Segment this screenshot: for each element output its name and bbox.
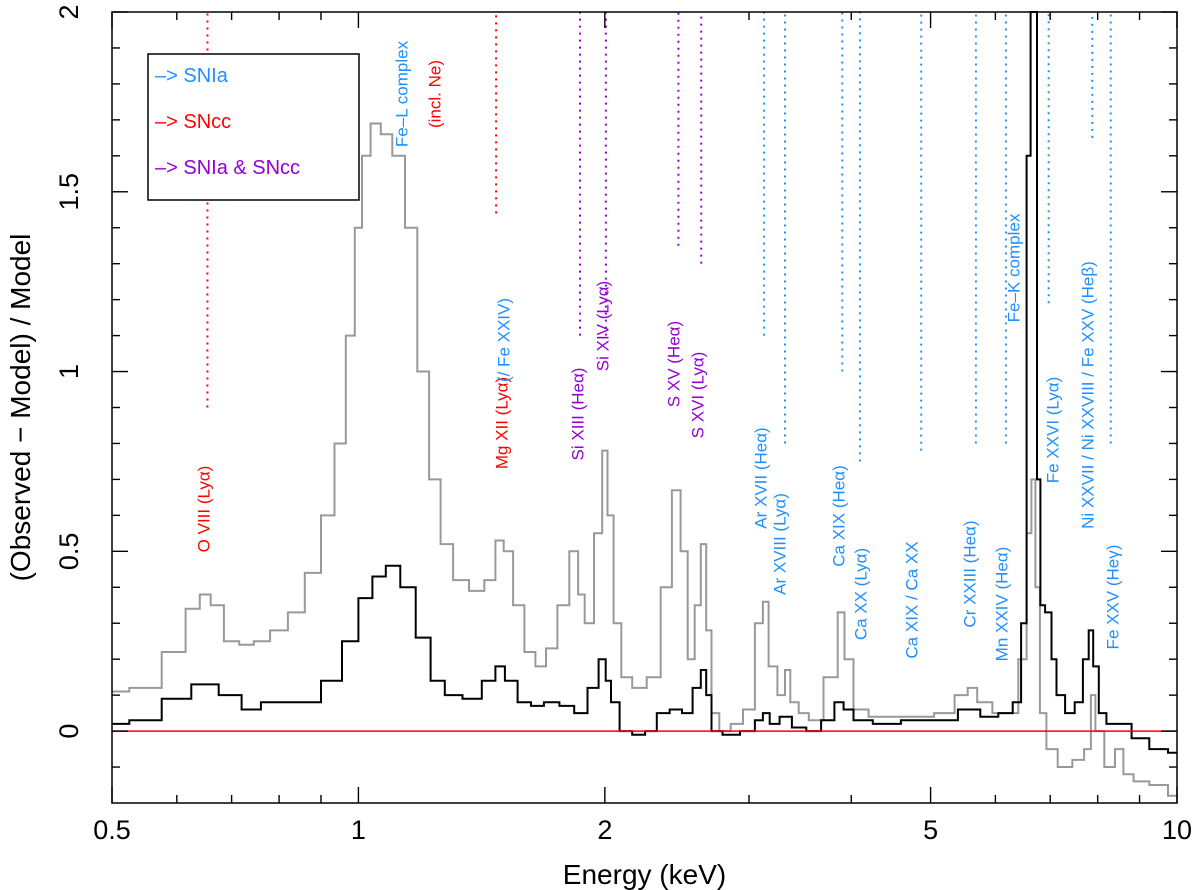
- y-tick-label: 0.5: [54, 533, 84, 571]
- line-label: Ca XIX (Heα): [829, 465, 848, 566]
- line-label: Ca XIX / Ca XX: [902, 541, 921, 658]
- series-black-residuals: [112, 11, 1177, 754]
- line-label: Ni XXVII / Ni XXVIII / Fe XXV (Heβ): [1078, 261, 1097, 529]
- line-label: Ca XX (Lyα): [851, 548, 870, 640]
- series-gray-residuals: [112, 122, 1177, 797]
- legend-entry: –> SNcc: [155, 111, 231, 133]
- legend: –> SNIa –> SNcc –> SNIa & SNcc: [147, 53, 360, 201]
- line-label: Mn XXIV (Heα): [992, 547, 1011, 662]
- line-label: Fe XXVI (Lyα): [1043, 377, 1062, 484]
- line-label: S XVI (Lyα): [688, 352, 707, 439]
- line-label: Si XIV (Lyα): [593, 281, 612, 371]
- line-label: Fe XXV (Heγ): [1103, 545, 1122, 650]
- x-tick-label: 10: [1162, 815, 1192, 845]
- line-label: Fe–K complex: [1004, 213, 1023, 322]
- line-label: S XV (Heα): [664, 321, 683, 407]
- line-label: O VIII (Lyα): [194, 466, 213, 553]
- line-labels: O VIII (Lyα) Fe–L complex (incl. Ne) Mg XII…: [194, 40, 1122, 661]
- line-label: Mg XII (Lyα): [492, 377, 511, 469]
- line-label: Si XIII (Heα): [568, 368, 587, 461]
- line-label: Ar XVII (Heα): [751, 427, 770, 528]
- x-tick-label: 2: [597, 815, 612, 845]
- y-tick-label: 1: [54, 364, 84, 379]
- line-label: Cr XXIII (Heα): [960, 520, 979, 627]
- legend-entry: –> SNIa & SNcc: [155, 157, 300, 179]
- axis-ticks: 0.5 1 2 5 10 0 0.5 1 1.5 2: [54, 4, 1192, 845]
- legend-entry: –> SNIa: [155, 65, 229, 87]
- x-tick-label: 5: [923, 815, 938, 845]
- line-label: (/ Fe XXIV): [494, 298, 513, 382]
- series-layer: [112, 11, 1177, 797]
- y-tick-label: 2: [54, 4, 84, 19]
- line-label: Fe–L complex: [392, 40, 411, 147]
- line-label: (incl. Ne): [425, 60, 444, 128]
- y-tick-label: 0: [54, 724, 84, 739]
- y-tick-label: 1.5: [54, 173, 84, 211]
- legend-box: [147, 53, 360, 201]
- x-axis-title: Energy (keV): [563, 859, 726, 890]
- line-marker-layer: [206, 12, 1112, 462]
- x-tick-label: 1: [351, 815, 366, 845]
- line-label: Ar XVIII (Lyα): [770, 493, 789, 595]
- y-axis-title: (Observed − Model) / Model: [5, 234, 36, 582]
- x-tick-label: 0.5: [93, 815, 131, 845]
